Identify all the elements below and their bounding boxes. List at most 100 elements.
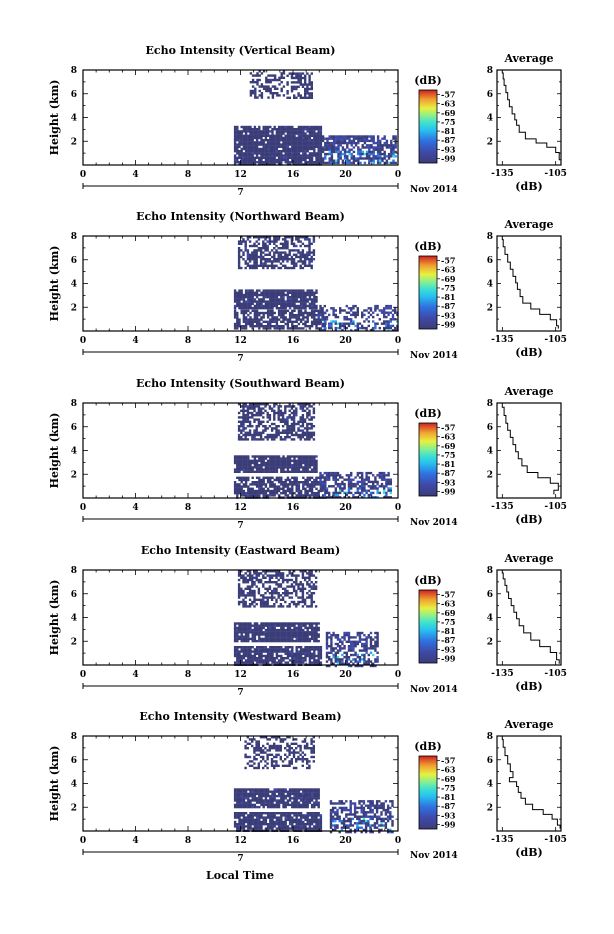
y-axis-label: Height (km) <box>48 413 61 489</box>
y-tick-label: 2 <box>71 137 77 147</box>
x-tick-label: 20 <box>339 170 352 180</box>
average-title: Average <box>503 218 553 231</box>
echo-region <box>286 72 313 99</box>
x-tick-label: 0 <box>395 670 401 680</box>
average-y-tick-label: 4 <box>487 280 493 290</box>
echo-region <box>234 455 318 473</box>
average-x-label: (dB) <box>515 513 542 526</box>
colorbar-unit: (dB) <box>414 574 441 587</box>
colorbar-label: -99 <box>441 819 456 829</box>
average-y-tick-label: 8 <box>487 66 493 76</box>
average-x-tick-label: -135 <box>491 335 514 345</box>
colorbar <box>419 256 437 329</box>
y-tick-label: 4 <box>71 780 77 790</box>
average-axes <box>497 236 561 331</box>
average-x-label: (dB) <box>515 180 542 193</box>
x-tick-label: 8 <box>185 503 191 513</box>
echo-region <box>234 310 327 330</box>
average-y-tick-label: 4 <box>487 614 493 624</box>
echo-region <box>322 135 397 164</box>
echo-region <box>319 305 398 332</box>
colorbar-unit: (dB) <box>414 740 441 753</box>
average-profile-line <box>502 736 560 829</box>
y-tick-label: 2 <box>71 637 77 647</box>
date-label: Nov 2014 <box>410 851 458 861</box>
y-tick-label: 8 <box>71 66 77 76</box>
colorbar-label: -99 <box>441 153 456 163</box>
x-tick-label: 0 <box>395 170 401 180</box>
echo-region <box>330 800 394 833</box>
average-y-tick-label: 4 <box>487 114 493 124</box>
y-tick-label: 6 <box>71 90 77 100</box>
echo-region <box>234 646 322 666</box>
x-tick-label: 4 <box>132 836 138 846</box>
colorbar-label: -99 <box>441 486 456 496</box>
x-tick-label: 0 <box>80 170 86 180</box>
colorbar-label: -99 <box>441 653 456 663</box>
average-y-tick-label: 2 <box>487 137 493 147</box>
y-tick-label: 2 <box>71 470 77 480</box>
y-axis-label: Height (km) <box>48 246 61 322</box>
average-y-tick-label: 4 <box>487 447 493 457</box>
colorbar-unit: (dB) <box>414 240 441 253</box>
panel-title: Echo Intensity (Northward Beam) <box>136 210 345 223</box>
x-tick-label: 0 <box>80 670 86 680</box>
echo-cells <box>234 736 394 833</box>
average-x-tick-label: -105 <box>544 835 567 845</box>
average-x-label: (dB) <box>515 346 542 359</box>
echo-cells <box>234 570 379 667</box>
day-label: 7 <box>237 188 243 198</box>
x-tick-label: 20 <box>339 503 352 513</box>
y-tick-label: 4 <box>71 114 77 124</box>
date-label: Nov 2014 <box>410 351 458 361</box>
average-x-tick-label: -135 <box>491 169 514 179</box>
x-tick-label: 4 <box>132 336 138 346</box>
colorbar-unit: (dB) <box>414 407 441 420</box>
echo-region <box>234 477 327 499</box>
day-label: 7 <box>237 688 243 698</box>
y-tick-label: 8 <box>71 232 77 242</box>
echo-region <box>238 403 315 441</box>
y-axis-label: Height (km) <box>48 580 61 656</box>
average-y-tick-label: 2 <box>487 470 493 480</box>
average-x-tick-label: -135 <box>491 835 514 845</box>
day-label: 7 <box>237 354 243 364</box>
x-tick-label: 4 <box>132 170 138 180</box>
echo-cells <box>234 70 397 166</box>
average-y-tick-label: 4 <box>487 780 493 790</box>
date-label: Nov 2014 <box>410 685 458 695</box>
x-tick-label: 4 <box>132 503 138 513</box>
average-y-tick-label: 6 <box>487 256 493 266</box>
x-tick-label: 8 <box>185 170 191 180</box>
y-tick-label: 4 <box>71 447 77 457</box>
average-y-tick-label: 8 <box>487 232 493 242</box>
average-x-tick-label: -105 <box>544 335 567 345</box>
average-y-tick-label: 8 <box>487 732 493 742</box>
echo-region <box>326 632 379 667</box>
echo-region <box>238 236 315 269</box>
date-label: Nov 2014 <box>410 185 458 195</box>
average-title: Average <box>503 385 553 398</box>
average-axes <box>497 570 561 665</box>
echo-region <box>234 788 320 808</box>
x-tick-label: 16 <box>287 670 300 680</box>
x-tick-label: 20 <box>339 336 352 346</box>
y-tick-label: 8 <box>71 566 77 576</box>
echo-cells <box>234 403 392 499</box>
average-x-tick-label: -135 <box>491 502 514 512</box>
y-tick-label: 2 <box>71 303 77 313</box>
x-tick-label: 4 <box>132 670 138 680</box>
echo-region <box>234 812 322 832</box>
average-y-tick-label: 2 <box>487 637 493 647</box>
x-tick-label: 20 <box>339 670 352 680</box>
y-axis-label: Height (km) <box>48 80 61 156</box>
colorbar-unit: (dB) <box>414 74 441 87</box>
x-tick-label: 12 <box>234 670 247 680</box>
x-tick-label: 12 <box>234 336 247 346</box>
panel-title: Echo Intensity (Vertical Beam) <box>145 44 335 57</box>
average-profile-line <box>502 70 561 164</box>
panel-title: Echo Intensity (Eastward Beam) <box>141 544 340 557</box>
average-x-tick-label: -105 <box>544 669 567 679</box>
date-label: Nov 2014 <box>410 518 458 528</box>
